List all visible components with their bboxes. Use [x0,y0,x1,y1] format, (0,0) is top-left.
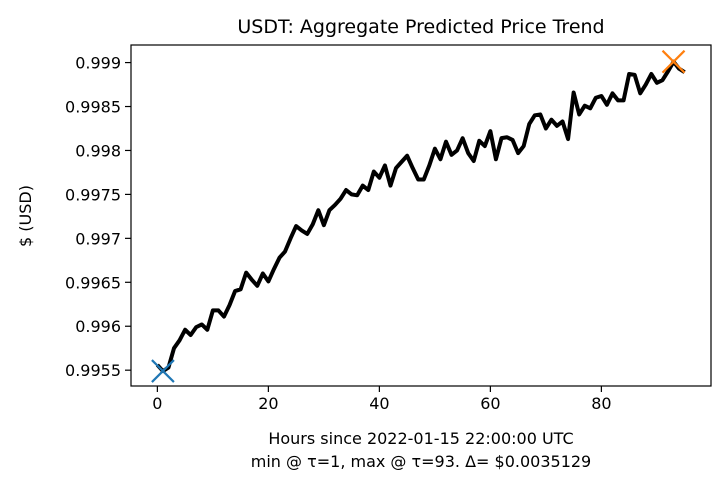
chart-title: USDT: Aggregate Predicted Price Trend [237,16,604,38]
x-tick-label: 80 [591,394,611,413]
y-tick-label: 0.999 [75,54,121,73]
plot-content [151,49,686,383]
x-tick-label: 60 [480,394,500,413]
y-tick-label: 0.9955 [65,361,121,380]
y-tick-label: 0.9965 [65,273,121,292]
y-tick-label: 0.996 [75,317,121,336]
plot-area [130,44,712,387]
y-tick-label: 0.998 [75,141,121,160]
y-axis-ticks: 0.9955 0.996 0.9965 0.997 0.9975 0.998 0.9985 0… [65,54,131,380]
x-axis-label: Hours since 2022-01-15 22:00:00 UTC [268,429,573,448]
x-axis-ticks: 0 20 40 60 80 [152,386,612,413]
y-tick-label: 0.9975 [65,185,121,204]
max-marker [661,49,686,74]
x-axis-subtitle: min @ τ=1, max @ τ=93. Δ= $0.0035129 [251,452,591,471]
min-marker [151,359,175,383]
price-series-line [155,59,686,374]
x-tick-label: 20 [258,394,278,413]
x-tick-label: 0 [152,394,162,413]
y-tick-label: 0.997 [75,229,121,248]
y-axis-label: $ (USD) [16,185,35,247]
y-tick-label: 0.9985 [65,98,121,117]
x-tick-label: 40 [369,394,389,413]
